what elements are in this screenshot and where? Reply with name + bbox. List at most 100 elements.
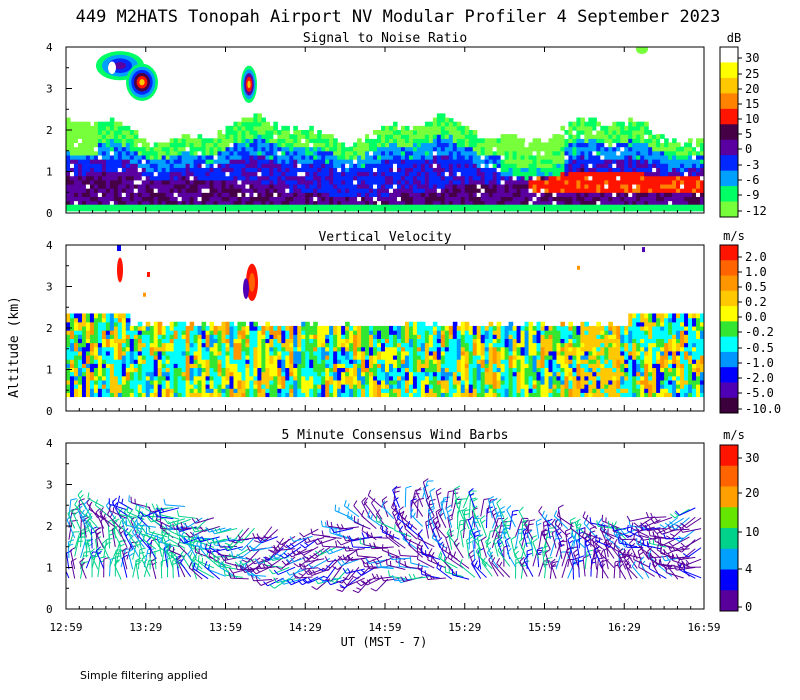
snr-cell (476, 204, 482, 212)
vv-cell (109, 359, 115, 364)
snr-cell (301, 150, 306, 156)
colorbar-label: 5 (745, 127, 752, 141)
vv-cell (149, 363, 155, 369)
vv-cell (305, 367, 310, 373)
snr-cell (408, 154, 414, 160)
vv-cell (149, 379, 155, 385)
vv-cell (173, 375, 179, 381)
vv-cell (456, 346, 462, 352)
snr-cell (201, 163, 207, 168)
vv-cell (396, 363, 402, 369)
snr-cell (396, 130, 402, 135)
snr-cell (217, 154, 223, 160)
snr-cell (424, 167, 430, 173)
vv-cell (113, 313, 119, 319)
snr-cell (105, 121, 111, 127)
vv-cell (381, 392, 386, 398)
vv-cell (81, 379, 87, 385)
snr-cell (464, 167, 470, 173)
snr-cell (261, 130, 266, 135)
vv-cell (281, 342, 286, 348)
snr-cell (624, 188, 629, 193)
vv-cell (213, 350, 219, 356)
vv-cell (97, 330, 103, 335)
snr-cell (568, 134, 574, 139)
snr-cell (656, 167, 661, 173)
snr-cell (416, 130, 422, 135)
snr-cell (365, 188, 370, 193)
vv-cell (285, 334, 290, 339)
snr-cell (488, 204, 494, 212)
snr-cell (688, 188, 693, 193)
vv-cell (424, 354, 430, 360)
vv-cell (181, 388, 187, 393)
snr-cell (668, 154, 673, 160)
vv-cell (89, 371, 95, 377)
vv-cell (229, 388, 235, 393)
snr-cell (428, 159, 434, 164)
snr-cell (365, 146, 370, 152)
snr-cell (253, 121, 258, 127)
vv-cell (161, 354, 167, 360)
vv-cell (404, 363, 410, 369)
snr-cell (436, 188, 442, 193)
vv-cell (169, 388, 175, 393)
snr-cell (317, 142, 322, 148)
vv-cell (408, 363, 414, 369)
snr-cell (680, 146, 685, 152)
snr-cell (480, 175, 486, 181)
snr-cell (556, 188, 562, 193)
snr-cell (197, 146, 203, 152)
snr-cell (444, 134, 450, 139)
vv-cell (428, 392, 434, 398)
snr-cell (161, 200, 167, 206)
snr-cell (640, 130, 645, 135)
snr-cell (373, 138, 378, 144)
snr-cell (73, 192, 79, 197)
snr-cell (329, 175, 334, 181)
snr-cell (137, 171, 143, 177)
snr-cell (512, 192, 518, 197)
snr-cell (121, 183, 127, 189)
snr-cell (193, 150, 199, 156)
snr-cell (452, 146, 458, 152)
vv-cell (165, 350, 171, 356)
snr-cell (396, 138, 402, 144)
vv-cell (420, 342, 426, 348)
snr-cell (496, 200, 502, 206)
vv-cell (416, 388, 422, 393)
snr-cell (121, 142, 127, 148)
snr-cell (700, 204, 704, 212)
snr-cell (129, 138, 135, 144)
vv-cell (141, 325, 147, 331)
snr-cell (309, 192, 314, 197)
snr-cell (620, 204, 625, 212)
vv-cell (153, 342, 159, 348)
snr-cell (684, 179, 689, 185)
vv-cell (129, 325, 135, 331)
snr-cell (688, 146, 693, 152)
snr-cell (604, 179, 609, 185)
vv-cell (301, 321, 306, 327)
snr-cell (620, 138, 625, 144)
vv-cell (444, 388, 450, 393)
snr-cell (153, 175, 159, 181)
vv-cell (81, 384, 87, 389)
vv-cell (165, 330, 171, 335)
snr-cell (205, 171, 211, 177)
snr-cell (528, 167, 534, 173)
vv-cell (93, 313, 99, 319)
vv-cell (201, 338, 207, 344)
vv-cell (193, 342, 199, 348)
snr-cell (628, 183, 633, 189)
snr-cell (628, 204, 633, 212)
vv-cell (333, 330, 338, 335)
snr-cell (448, 130, 454, 135)
snr-cell (213, 196, 219, 202)
vv-cell (325, 392, 330, 398)
vv-cell (93, 371, 99, 377)
snr-cell (552, 179, 558, 185)
vv-cell (117, 325, 123, 331)
snr-cell (664, 159, 669, 164)
vv-cell (217, 363, 223, 369)
